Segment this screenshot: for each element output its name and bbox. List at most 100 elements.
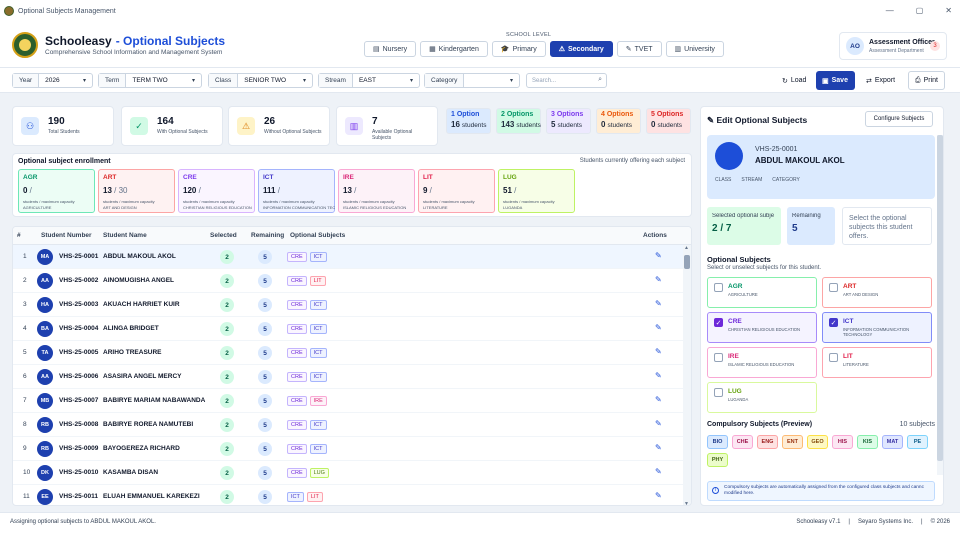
stream-select[interactable]: Stream EAST ▾	[318, 73, 420, 88]
level-tab-label: Nursery	[382, 45, 408, 53]
table-row[interactable]: 5 TA VHS-25-0005 ARIHO TREASURE 2 5 CRE ICT ✎	[13, 341, 683, 365]
selected-count-label: Selected optional subje	[712, 213, 775, 219]
subject-option-art[interactable]: ART ART AND DESIGN	[822, 277, 932, 308]
subject-tag: CRE	[287, 252, 307, 262]
edit-icon[interactable]: ✎	[655, 419, 662, 428]
subject-checkbox[interactable]: ✓	[714, 318, 723, 327]
level-tab-tvet[interactable]: ✎ TVET	[616, 41, 662, 57]
level-tab-kindergarten[interactable]: ▦ Kindergarten	[420, 41, 488, 57]
student-name: ABDUL MAKOUL AKOL	[755, 156, 845, 165]
subject-option-agr[interactable]: AGR AGRICULTURE	[707, 277, 817, 308]
subject-checkbox[interactable]	[714, 353, 723, 362]
subject-option-lug[interactable]: LUG LUGANDA	[707, 382, 817, 413]
term-select[interactable]: Term TERM TWO ▾	[98, 73, 202, 88]
refresh-icon: ↻	[782, 77, 788, 85]
table-row[interactable]: 4 BA VHS-25-0004 ALINGA BRIDGET 2 5 CRE ICT ✎	[13, 317, 683, 341]
print-icon: ⎙	[915, 76, 921, 84]
edit-icon[interactable]: ✎	[655, 371, 662, 380]
panel-scrollbar[interactable]	[937, 135, 943, 475]
subject-option-lit[interactable]: LIT LITERATURE	[822, 347, 932, 378]
scroll-thumb[interactable]	[684, 255, 690, 269]
edit-icon[interactable]: ✎	[655, 443, 662, 452]
enrolled-value: 0	[23, 186, 28, 195]
remaining-count-value: 5	[792, 223, 798, 234]
edit-icon[interactable]: ✎	[655, 395, 662, 404]
edit-icon[interactable]: ✎	[655, 491, 662, 500]
edit-icon[interactable]: ✎	[655, 275, 662, 284]
notification-badge[interactable]: 3	[930, 41, 940, 51]
table-scrollbar[interactable]: ▲ ▼	[683, 245, 691, 506]
year-value: 2026	[45, 77, 60, 84]
term-label: Term	[99, 74, 127, 87]
year-select[interactable]: Year 2026 ▾	[12, 73, 93, 88]
col-remaining[interactable]: Remaining	[251, 232, 285, 239]
scroll-up-icon[interactable]: ▲	[684, 245, 689, 251]
close-icon[interactable]: ✕	[945, 6, 952, 15]
panel-scroll-thumb[interactable]	[937, 135, 943, 461]
subject-checkbox[interactable]	[714, 388, 723, 397]
table-row[interactable]: 1 MA VHS-25-0001 ABDUL MAKOUL AKOL 2 5 CRE ICT ✎	[13, 245, 683, 269]
edit-icon[interactable]: ✎	[655, 299, 662, 308]
save-button[interactable]: ▣ Save	[816, 71, 855, 90]
enrollment-count: 120 /	[183, 186, 201, 195]
avatar: BA	[37, 321, 53, 337]
student-number: VHS-25-0004	[59, 325, 99, 332]
selected-count: 2	[220, 418, 234, 432]
table-row[interactable]: 3 HA VHS-25-0003 AKUACH HARRIET KUIR 2 5 CRE IC…	[13, 293, 683, 317]
subject-code: CRE	[728, 318, 742, 325]
level-tab-nursery[interactable]: ▤ Nursery	[364, 41, 417, 57]
table-row[interactable]: 10 DK VHS-25-0010 KASAMBA DISAN 2 5 CRE LUG ✎	[13, 461, 683, 485]
maximize-icon[interactable]: ▢	[915, 6, 924, 15]
compulsory-note: i Compulsory subjects are automatically a…	[707, 481, 935, 501]
copyright-year: © 2026	[930, 519, 950, 525]
slash: /	[511, 186, 517, 195]
level-tab-primary[interactable]: 🎓 Primary	[491, 41, 546, 57]
subject-checkbox[interactable]	[829, 283, 838, 292]
subject-option-cre[interactable]: ✓ CRE CHRISTIAN RELIGIOUS EDUCATION	[707, 312, 817, 343]
table-row[interactable]: 7 MB VHS-25-0007 BABIRYE MARIAM NABAWANDA 2 5…	[13, 389, 683, 413]
table-row[interactable]: 9 RB VHS-25-0009 BAYOGEREZA RICHARD 2 5 CRE ICT…	[13, 437, 683, 461]
col-student-number[interactable]: Student Number	[41, 232, 92, 239]
subject-checkbox[interactable]: ✓	[829, 318, 838, 327]
class-select[interactable]: Class SENIOR TWO ▾	[208, 73, 313, 88]
subject-option-ire[interactable]: IRE ISLAMIC RELIGIOUS EDUCATION	[707, 347, 817, 378]
subject-name: ART AND DESIGN	[103, 205, 137, 210]
subject-option-ict[interactable]: ✓ ICT INFORMATION COMMUNICATION TECHNOLOGY	[822, 312, 932, 343]
minimize-icon[interactable]: —	[885, 6, 894, 15]
table-row[interactable]: 2 AA VHS-25-0002 AINOMUGISHA ANGEL 2 5 CRE LIT ✎	[13, 269, 683, 293]
subject-tag: CRE	[287, 276, 307, 286]
user-profile[interactable]: AO Assessment Officer Assessment Departm…	[839, 32, 947, 60]
table-row[interactable]: 6 AA VHS-25-0006 ASASIRA ANGEL MERCY 2 5 CRE IC…	[13, 365, 683, 389]
edit-icon[interactable]: ✎	[655, 347, 662, 356]
print-button[interactable]: ⎙ Print	[908, 71, 946, 90]
col-student-name[interactable]: Student Name	[103, 232, 147, 239]
edit-icon[interactable]: ✎	[655, 323, 662, 332]
subject-name: INFORMATION COMMUNICATION TECHNOLOGY	[263, 205, 335, 210]
enrollment-count: 13 / 30	[103, 186, 127, 195]
col-selected[interactable]: Selected	[210, 232, 237, 239]
student-number: VHS-25-0002	[59, 277, 99, 284]
subject-code: ART	[103, 174, 117, 181]
table-row[interactable]: 11 EE VHS-25-0011 ELUAH EMMANUEL KAREKEZI 2 5…	[13, 485, 683, 505]
subject-checkbox[interactable]	[714, 283, 723, 292]
subject-tags: CRE IRE	[287, 396, 327, 406]
level-tab-label: Kindergarten	[438, 45, 479, 53]
level-tab-university[interactable]: ▥ University	[665, 41, 724, 57]
student-avatar	[715, 142, 743, 170]
level-tab-secondary[interactable]: ⚠ Secondary	[549, 41, 613, 57]
load-button[interactable]: ↻ Load	[776, 71, 812, 90]
window-title: Optional Subjects Management	[18, 7, 116, 15]
table-row[interactable]: 8 RB VHS-25-0008 BABIRYE ROREA NAMUTEBI 2 5 CR…	[13, 413, 683, 437]
configure-subjects-button[interactable]: Configure Subjects	[865, 111, 933, 127]
edit-icon[interactable]: ✎	[655, 467, 662, 476]
remaining-count: 5	[258, 250, 272, 264]
scroll-down-icon[interactable]: ▼	[684, 501, 689, 506]
student-number: VHS-25-0006	[59, 373, 99, 380]
subject-tags: CRE ICT	[287, 252, 327, 262]
export-button[interactable]: ⇄ Export	[860, 71, 901, 90]
category-select[interactable]: Category ▾	[424, 73, 520, 88]
level-tab-label: University	[684, 45, 715, 53]
search-input[interactable]: Search... ⌕	[526, 73, 607, 88]
subject-checkbox[interactable]	[829, 353, 838, 362]
edit-icon[interactable]: ✎	[655, 251, 662, 260]
